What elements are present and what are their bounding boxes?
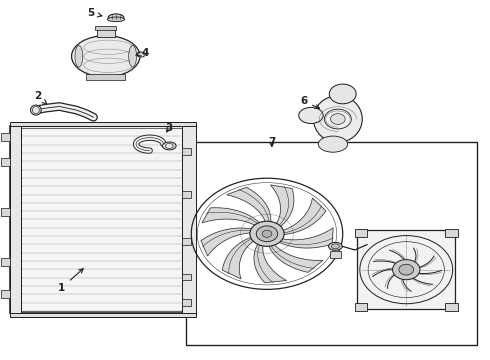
Bar: [10, 313, 196, 317]
Ellipse shape: [165, 143, 173, 148]
Polygon shape: [202, 208, 263, 228]
Polygon shape: [270, 185, 294, 229]
Text: 7: 7: [268, 138, 275, 147]
Ellipse shape: [162, 142, 176, 150]
Bar: [182, 274, 191, 280]
Bar: [10, 126, 196, 313]
Ellipse shape: [324, 109, 351, 129]
Bar: [0, 133, 10, 140]
Bar: [186, 142, 477, 345]
Bar: [0, 258, 10, 266]
Bar: [445, 303, 458, 311]
Ellipse shape: [318, 136, 347, 152]
Ellipse shape: [72, 36, 140, 77]
Bar: [86, 74, 125, 80]
Bar: [182, 238, 191, 244]
Text: 1: 1: [58, 269, 83, 293]
Ellipse shape: [30, 105, 41, 115]
Bar: [0, 158, 10, 166]
Bar: [21, 128, 182, 311]
Text: 4: 4: [136, 48, 148, 58]
Text: 3: 3: [166, 123, 173, 133]
Bar: [0, 208, 10, 216]
Polygon shape: [222, 235, 258, 279]
Bar: [330, 251, 341, 258]
Text: 5: 5: [87, 8, 102, 18]
Ellipse shape: [329, 84, 356, 104]
Bar: [357, 230, 455, 309]
Polygon shape: [268, 241, 323, 272]
Bar: [97, 29, 115, 37]
Ellipse shape: [75, 45, 83, 67]
Circle shape: [256, 226, 278, 242]
Polygon shape: [277, 198, 326, 235]
Bar: [355, 303, 367, 311]
Bar: [182, 148, 191, 155]
Text: 6: 6: [300, 96, 319, 109]
Bar: [10, 122, 196, 126]
Bar: [182, 126, 196, 313]
Ellipse shape: [108, 14, 124, 21]
Polygon shape: [274, 228, 333, 248]
Circle shape: [262, 230, 272, 237]
Circle shape: [392, 260, 420, 280]
Ellipse shape: [107, 17, 124, 22]
Ellipse shape: [331, 114, 345, 125]
Text: 2: 2: [34, 91, 47, 104]
Circle shape: [399, 264, 414, 275]
Ellipse shape: [299, 107, 323, 123]
Bar: [355, 229, 367, 237]
Ellipse shape: [331, 244, 339, 249]
Polygon shape: [201, 228, 257, 256]
Bar: [0, 291, 10, 298]
Circle shape: [250, 221, 284, 246]
Polygon shape: [254, 240, 287, 283]
Ellipse shape: [129, 45, 137, 67]
Polygon shape: [227, 187, 271, 226]
Bar: [182, 299, 191, 306]
Ellipse shape: [329, 242, 342, 250]
Bar: [182, 192, 191, 198]
Ellipse shape: [137, 52, 146, 57]
Ellipse shape: [314, 96, 362, 142]
Bar: [95, 26, 117, 31]
Ellipse shape: [32, 107, 39, 114]
Bar: [10, 126, 21, 313]
Bar: [445, 229, 458, 237]
